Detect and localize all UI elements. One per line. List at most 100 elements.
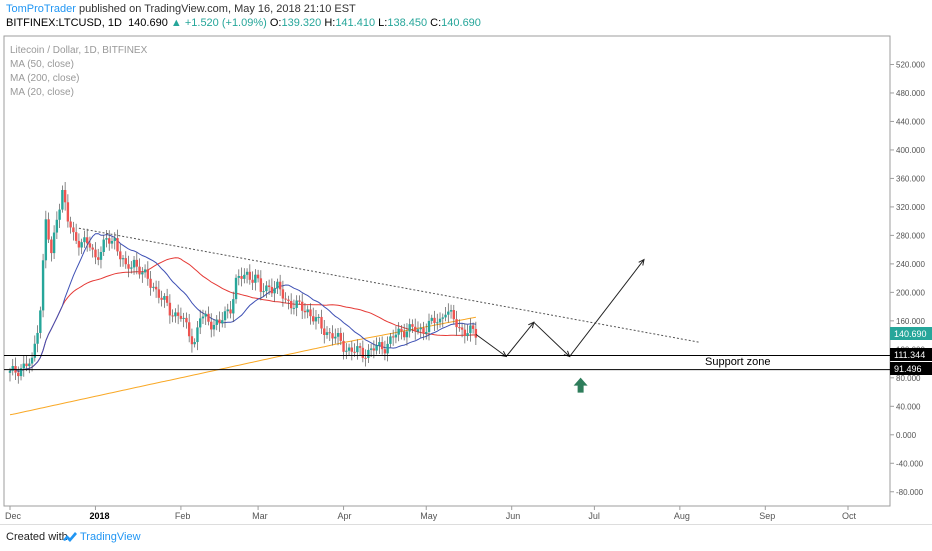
candle-body <box>422 327 425 334</box>
legend-ma200[interactable]: MA (200, close) <box>10 73 80 84</box>
candle-body <box>267 285 271 287</box>
candle-body <box>143 269 147 273</box>
candle-body <box>436 322 439 324</box>
candle-body <box>367 349 370 358</box>
candle-body <box>369 348 373 350</box>
candle-body <box>132 259 136 268</box>
low-label: L: <box>378 17 388 29</box>
candle-body <box>234 277 238 300</box>
candle-body <box>8 370 12 373</box>
candle-body <box>94 249 97 258</box>
candle-body <box>36 332 39 344</box>
legend-ma50[interactable]: MA (50, close) <box>10 59 74 70</box>
candle-body <box>116 238 119 252</box>
candle-body <box>221 320 224 324</box>
candle-body <box>248 271 252 280</box>
y-tick-label: 280.000 <box>896 231 925 240</box>
candle-body <box>458 327 461 329</box>
x-tick-label: 2018 <box>89 511 109 521</box>
candle-body <box>179 315 183 319</box>
candle-body <box>389 336 392 344</box>
candle-body <box>262 291 265 293</box>
tradingview-brand[interactable]: TradingView <box>80 531 141 543</box>
last-price-tag-bg <box>890 327 932 340</box>
support-upper-tag: 111.344 <box>894 350 925 360</box>
candle-body <box>88 243 92 248</box>
candle-body <box>276 281 279 289</box>
candle-body <box>441 317 444 319</box>
candle-body <box>474 328 478 338</box>
tradingview-logo-icon <box>63 532 77 542</box>
candle-body <box>226 309 229 312</box>
high-label: H: <box>324 17 336 29</box>
y-tick-label: 80.000 <box>896 374 921 383</box>
candle-body <box>63 189 67 203</box>
candle-body <box>408 324 411 332</box>
last-price-tag: 140.690 <box>894 329 927 339</box>
candle-body <box>160 297 163 300</box>
candle-body <box>80 242 83 248</box>
candle-body <box>215 319 218 325</box>
candle-body <box>187 322 191 337</box>
candle-body <box>386 343 389 354</box>
candle-body <box>287 299 290 301</box>
candle-body <box>110 240 114 244</box>
current-price: 140.690 <box>128 17 168 29</box>
candle-body <box>69 221 72 228</box>
projection-path <box>475 259 645 358</box>
candle-body <box>196 327 199 343</box>
candle-body <box>317 316 320 318</box>
support-upper-tag-bg <box>890 348 932 361</box>
candle-body <box>102 239 105 253</box>
candle-body <box>113 238 116 241</box>
candle-body <box>400 328 403 332</box>
candle-body <box>174 312 177 317</box>
candle-body <box>157 289 161 298</box>
legend-title: Litecoin / Dollar, 1D, BITFINEX <box>10 45 148 56</box>
y-tick-label: 360.000 <box>896 174 925 183</box>
candle-body <box>284 298 287 300</box>
candle-body <box>455 319 458 328</box>
candle-body <box>55 219 59 233</box>
candle-body <box>52 232 56 254</box>
y-tick-label: 320.000 <box>896 203 925 212</box>
candle-body <box>433 317 436 324</box>
candle-body <box>168 302 172 316</box>
ohlc-info: BITFINEX:LTCUSD, 1D 140.690 ▲ +1.520 (+1… <box>6 17 481 29</box>
candle-body <box>323 328 326 335</box>
candle-body <box>312 316 315 322</box>
candle-body <box>402 331 406 338</box>
price-chart[interactable]: 520.000 480.000 440.000 400.000 360.000 320.0… <box>0 0 932 522</box>
candle-body <box>314 317 318 322</box>
candle-body <box>270 286 274 294</box>
descending-trendline <box>78 227 700 343</box>
candlesticks <box>8 182 478 384</box>
candle-body <box>17 372 20 377</box>
legend-ma20[interactable]: MA (20, close) <box>10 87 74 98</box>
y-tick-label: 240.000 <box>896 260 925 269</box>
high-value: 141.410 <box>335 17 376 29</box>
candle-body <box>342 340 345 352</box>
candle-body <box>295 300 298 308</box>
y-tick-label: 480.000 <box>896 89 925 98</box>
candle-body <box>218 319 221 324</box>
candle-body <box>223 311 227 321</box>
publish-text: published on TradingView.com, May 16, 20… <box>78 3 356 15</box>
support-lower-tag-bg <box>890 362 932 375</box>
candle-body <box>449 310 453 312</box>
candle-body <box>460 327 464 330</box>
x-tick-label: Oct <box>842 511 857 521</box>
y-tick-label: 520.000 <box>896 60 925 69</box>
candle-body <box>135 259 139 267</box>
buy-arrow-icon <box>573 377 588 393</box>
candle-body <box>232 299 235 314</box>
candle-body <box>108 238 111 244</box>
candle-body <box>165 296 169 303</box>
author-link[interactable]: TomProTrader <box>6 3 76 15</box>
candle-body <box>289 300 293 309</box>
projection-arrowhead <box>638 258 645 266</box>
y-tick-label: 200.000 <box>896 288 925 297</box>
ma20-line <box>9 233 476 372</box>
candle-body <box>91 247 94 250</box>
candle-body <box>182 317 185 319</box>
